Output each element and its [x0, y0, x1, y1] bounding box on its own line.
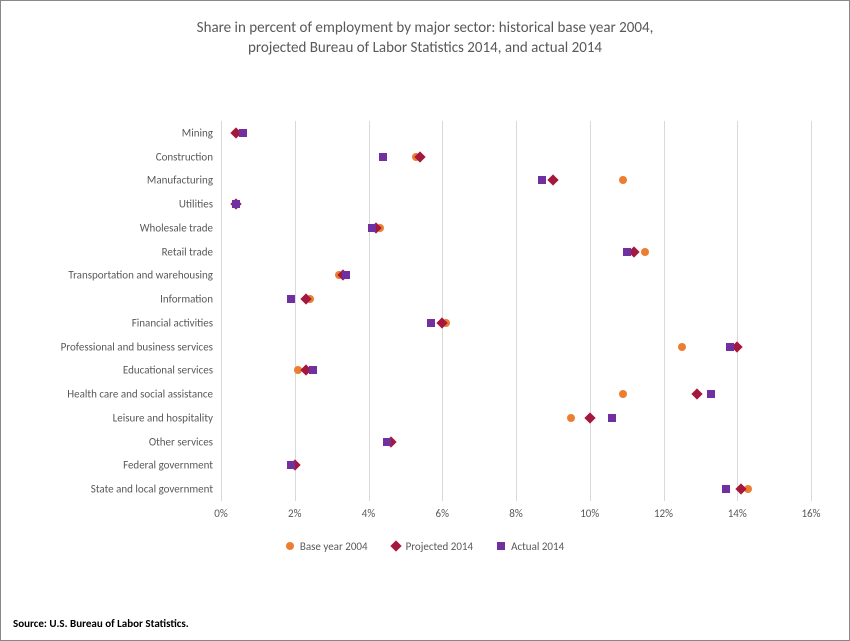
data-point: [342, 271, 350, 279]
title-line-1: Share in percent of employment by major …: [1, 19, 849, 39]
y-category-label: Financial activities: [3, 316, 213, 329]
gridline: [664, 121, 665, 501]
y-category-label: Mining: [3, 126, 213, 139]
y-category-label: Educational services: [3, 364, 213, 377]
y-category-label: Information: [3, 293, 213, 306]
data-point: [567, 414, 575, 422]
legend-item: Base year 2004: [286, 539, 368, 553]
y-category-label: Retail trade: [3, 245, 213, 258]
data-point: [608, 414, 616, 422]
data-point: [678, 343, 686, 351]
x-tick-label: 8%: [496, 507, 536, 520]
x-tick-label: 0%: [201, 507, 241, 520]
data-point: [368, 224, 376, 232]
data-point: [619, 176, 627, 184]
x-tick-label: 12%: [644, 507, 684, 520]
data-point: [287, 461, 295, 469]
gridline: [221, 121, 222, 501]
x-tick-label: 10%: [570, 507, 610, 520]
x-tick-label: 2%: [275, 507, 315, 520]
legend-label: Actual 2014: [511, 540, 564, 553]
x-tick-label: 14%: [717, 507, 757, 520]
data-point: [641, 248, 649, 256]
data-point: [722, 485, 730, 493]
data-point: [547, 175, 558, 186]
y-category-label: Leisure and hospitality: [3, 411, 213, 424]
y-category-label: Wholesale trade: [3, 221, 213, 234]
legend-item: Projected 2014: [392, 539, 474, 553]
circle-icon: [286, 542, 294, 550]
legend: Base year 2004 Projected 2014 Actual 2014: [1, 539, 849, 553]
y-category-label: State and local government: [3, 483, 213, 496]
plot-area: 0%2%4%6%8%10%12%14%16%: [221, 121, 811, 501]
source-text: Source: U.S. Bureau of Labor Statistics.: [13, 617, 189, 630]
data-point: [239, 129, 247, 137]
gridline: [737, 121, 738, 501]
legend-label: Base year 2004: [300, 540, 368, 553]
y-category-label: Federal government: [3, 459, 213, 472]
data-point: [726, 343, 734, 351]
gridline: [295, 121, 296, 501]
diamond-icon: [390, 541, 401, 552]
data-point: [379, 153, 387, 161]
y-category-label: Transportation and warehousing: [3, 269, 213, 282]
x-tick-label: 4%: [349, 507, 389, 520]
y-category-label: Manufacturing: [3, 174, 213, 187]
data-point: [619, 390, 627, 398]
gridline: [442, 121, 443, 501]
data-point: [584, 412, 595, 423]
data-point: [287, 295, 295, 303]
gridline: [811, 121, 812, 501]
y-category-label: Professional and business services: [3, 340, 213, 353]
data-point: [309, 366, 317, 374]
y-category-label: Utilities: [3, 198, 213, 211]
data-point: [691, 388, 702, 399]
data-point: [232, 200, 240, 208]
y-category-label: Health care and social assistance: [3, 388, 213, 401]
data-point: [707, 390, 715, 398]
gridline: [516, 121, 517, 501]
chart-title: Share in percent of employment by major …: [1, 19, 849, 58]
legend-label: Projected 2014: [406, 540, 474, 553]
data-point: [427, 319, 435, 327]
data-point: [383, 438, 391, 446]
title-line-2: projected Bureau of Labor Statistics 201…: [1, 39, 849, 59]
y-category-label: Other services: [3, 435, 213, 448]
chart-frame: Share in percent of employment by major …: [0, 0, 850, 641]
x-tick-label: 6%: [422, 507, 462, 520]
data-point: [623, 248, 631, 256]
data-point: [538, 176, 546, 184]
x-tick-label: 16%: [791, 507, 831, 520]
gridline: [590, 121, 591, 501]
legend-item: Actual 2014: [497, 539, 564, 553]
square-icon: [497, 542, 505, 550]
y-category-label: Construction: [3, 150, 213, 163]
gridline: [369, 121, 370, 501]
